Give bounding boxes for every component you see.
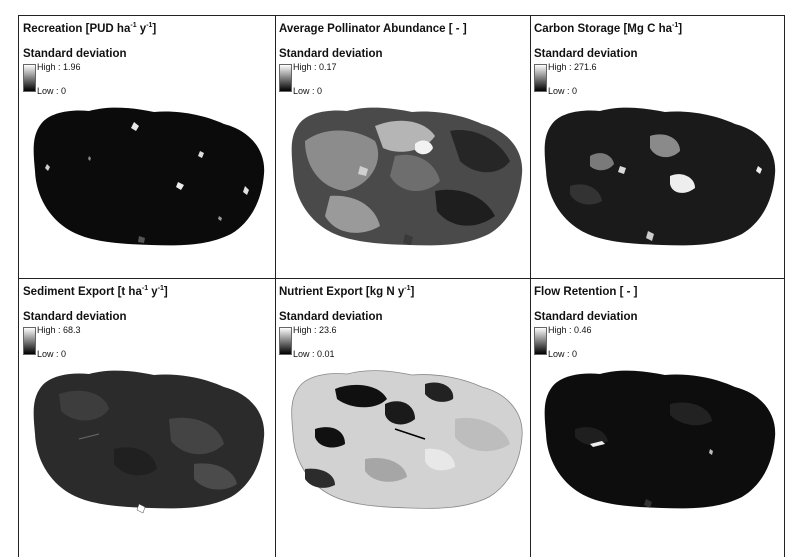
legend-high: High : 68.3 bbox=[37, 325, 81, 335]
panel-flow-retention: Flow Retention [ - ] Standard deviation … bbox=[530, 279, 784, 558]
legend-high: High : 1.96 bbox=[37, 62, 81, 72]
panel-divider bbox=[275, 16, 276, 557]
panel-divider bbox=[530, 16, 531, 557]
legend-color-ramp bbox=[534, 64, 547, 92]
legend-color-ramp bbox=[23, 327, 36, 355]
panel-title: Flow Retention [ - ] bbox=[534, 285, 638, 298]
panel-nutrient: Nutrient Export [kg N y-1] Standard devi… bbox=[275, 279, 530, 558]
panel-recreation: Recreation [PUD ha-1 y-1] Standard devia… bbox=[19, 16, 275, 278]
legend-high: High : 271.6 bbox=[548, 62, 597, 72]
legend-heading: Standard deviation bbox=[279, 311, 383, 323]
panel-pollinator: Average Pollinator Abundance [ - ] Stand… bbox=[275, 16, 530, 278]
legend-high: High : 0.17 bbox=[293, 62, 337, 72]
island-map bbox=[33, 107, 265, 246]
island-map bbox=[33, 370, 265, 514]
island-map bbox=[544, 370, 776, 509]
panel-title: Recreation [PUD ha-1 y-1] bbox=[23, 22, 157, 35]
panel-title: Sediment Export [t ha-1 y-1] bbox=[23, 285, 168, 298]
legend-high: High : 0.46 bbox=[548, 325, 592, 335]
legend-high: High : 23.6 bbox=[293, 325, 337, 335]
legend-heading: Standard deviation bbox=[534, 48, 638, 60]
legend-heading: Standard deviation bbox=[534, 311, 638, 323]
legend-low: Low : 0 bbox=[37, 86, 67, 96]
panel-carbon: Carbon Storage [Mg C ha-1] Standard devi… bbox=[530, 16, 784, 278]
legend-low: Low : 0 bbox=[548, 86, 578, 96]
legend-color-ramp bbox=[279, 327, 292, 355]
legend-low: Low : 0 bbox=[293, 86, 323, 96]
legend-color-ramp bbox=[534, 327, 547, 355]
legend-heading: Standard deviation bbox=[279, 48, 383, 60]
legend-low: Low : 0 bbox=[37, 349, 67, 359]
legend-color-ramp bbox=[23, 64, 36, 92]
legend-low: Low : 0.01 bbox=[293, 349, 335, 359]
map-figure: Recreation [PUD ha-1 y-1] Standard devia… bbox=[18, 15, 785, 557]
panel-title: Nutrient Export [kg N y-1] bbox=[279, 285, 415, 298]
legend-heading: Standard deviation bbox=[23, 311, 127, 323]
island-map bbox=[291, 107, 523, 246]
legend-heading: Standard deviation bbox=[23, 48, 127, 60]
legend-low: Low : 0 bbox=[548, 349, 578, 359]
island-map bbox=[291, 370, 523, 509]
panel-title: Average Pollinator Abundance [ - ] bbox=[279, 22, 467, 35]
panel-title: Carbon Storage [Mg C ha-1] bbox=[534, 22, 683, 35]
legend-color-ramp bbox=[279, 64, 292, 92]
island-map bbox=[544, 107, 776, 246]
panel-sediment: Sediment Export [t ha-1 y-1] Standard de… bbox=[19, 279, 275, 558]
panel-divider bbox=[19, 278, 784, 279]
